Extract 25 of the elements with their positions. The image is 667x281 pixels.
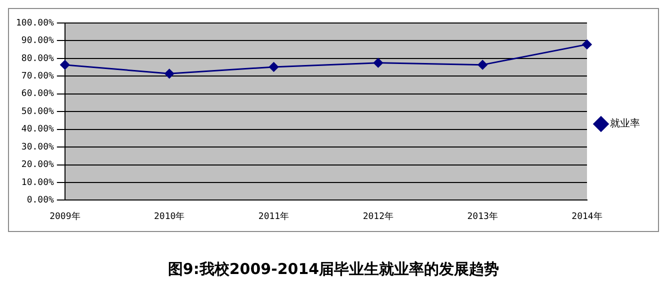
y-tick-label: 80.00% [21, 54, 55, 64]
y-tick-label: 60.00% [21, 89, 55, 100]
y-tick-label: 10.00% [21, 178, 55, 188]
x-tick-label: 2014年 [572, 210, 602, 222]
text: 图9:我校2009-2014届毕业生就业率的发展趋势 [166, 260, 500, 279]
point [269, 62, 279, 72]
y-tick-label: 70.00% [21, 72, 55, 82]
x-tick-label: 2013年 [467, 210, 498, 222]
point [582, 40, 592, 50]
legend-label: 就业率 [610, 118, 640, 130]
x-tick-label: 2012年 [362, 210, 394, 222]
y-tick-label: 100.00% [16, 18, 54, 28]
y-tick-label: 0.00% [26, 196, 55, 206]
y-tick-label: 50.00% [21, 106, 55, 117]
y-tick-label: 40.00% [21, 124, 55, 135]
y-tick-label: 20.00% [21, 160, 55, 170]
point [164, 68, 174, 78]
x-tick-label: 2011年 [258, 210, 290, 222]
x-tick-label: 2010年 [154, 210, 185, 222]
y-tick-label: 90.00% [21, 36, 55, 46]
y-tick-label: 30.00% [21, 142, 55, 152]
point [373, 58, 383, 68]
point [60, 60, 70, 70]
x-tick-label: 2009年 [50, 210, 80, 222]
point [478, 60, 488, 70]
